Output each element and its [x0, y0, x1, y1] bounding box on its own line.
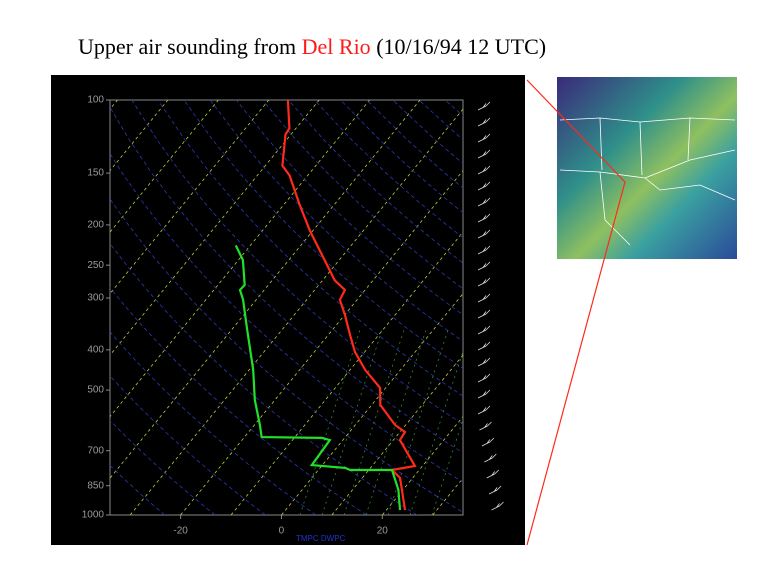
y-tick-label: 500: [87, 385, 104, 396]
dry-adiabat: [110, 464, 165, 515]
dry-adiabat: [209, 100, 463, 342]
wind-barb: [486, 469, 499, 479]
wind-barb: [477, 133, 491, 143]
profile-line: [281, 99, 417, 511]
dry-adiabat: [110, 331, 317, 515]
station-name: Del Rio: [302, 34, 371, 59]
mixing-ratio: [409, 350, 463, 515]
wind-barb: [477, 117, 491, 127]
wind-barb: [477, 149, 491, 159]
plot-background: [51, 75, 525, 545]
wind-barb: [477, 277, 491, 287]
dry-adiabat: [110, 152, 463, 483]
satellite-inset: [557, 77, 737, 259]
wind-barb: [477, 325, 491, 335]
dry-adiabat: [110, 106, 463, 454]
wind-barb: [477, 293, 491, 303]
y-tick-label: 150: [87, 168, 104, 179]
dry-adiabat: [157, 100, 463, 397]
x-tick-label: -20: [173, 526, 188, 537]
wind-barb: [477, 181, 491, 191]
mixing-ratio: [431, 418, 463, 515]
mixing-ratio: [343, 329, 405, 515]
isotherm: [0, 100, 17, 515]
dry-adiabat: [110, 198, 463, 513]
y-tick-label: 850: [87, 480, 104, 491]
mixing-ratio: [299, 329, 361, 515]
wind-barb: [477, 341, 491, 351]
dry-adiabat: [235, 100, 463, 316]
wind-barb: [477, 357, 491, 367]
mixing-ratio: [387, 329, 449, 515]
wind-barb: [488, 485, 502, 495]
axes-frame: [109, 99, 464, 516]
mixing-ratio: [365, 329, 427, 515]
title: Upper air sounding from Del Rio (10/16/9…: [78, 34, 546, 59]
wind-barb: [477, 229, 491, 239]
title-part: (10/16/94 12 UTC): [371, 34, 546, 59]
map-borders: [559, 117, 736, 246]
y-tick-label: 200: [87, 220, 104, 231]
y-tick-label: 400: [87, 344, 104, 355]
wind-barb: [477, 261, 491, 271]
wind-barb: [481, 437, 495, 447]
mixing-ratio: [321, 329, 383, 515]
wind-barb: [484, 453, 497, 463]
callout-lines: [526, 79, 626, 546]
wind-barb: [477, 309, 491, 319]
x-tick-label: 0: [279, 526, 285, 537]
dry-adiabat: [110, 287, 367, 515]
wind-barb: [477, 405, 491, 415]
wind-barb: [477, 197, 491, 207]
title-part: Upper air sounding from: [78, 34, 302, 59]
wind-barb: [477, 245, 491, 255]
wind-barb: [479, 421, 492, 431]
y-tick-label: 100: [87, 95, 104, 106]
wind-barb: [477, 389, 491, 399]
y-tick-label: 250: [87, 260, 104, 271]
dry-adiabat: [110, 242, 418, 515]
wind-barb: [477, 101, 491, 111]
x-tick-label: 20: [377, 526, 389, 537]
dry-adiabat: [131, 100, 463, 425]
guides: [0, 100, 463, 515]
wind-barb: [477, 165, 491, 175]
y-tick-label: 700: [87, 445, 104, 456]
wind-barb: [477, 373, 491, 383]
profile-line: [234, 244, 402, 511]
x-axis-label: TMPC DWPC: [296, 534, 346, 543]
wind-barb: [477, 213, 491, 223]
dry-adiabat: [183, 100, 463, 369]
wind-barb: [491, 501, 504, 511]
y-tick-label: 1000: [82, 510, 105, 521]
y-tick-label: 300: [87, 293, 104, 304]
dry-adiabat: [261, 100, 463, 290]
